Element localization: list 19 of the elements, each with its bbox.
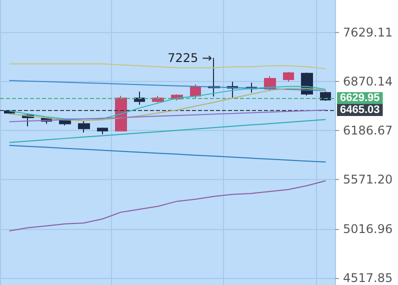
line-series bbox=[8, 180, 326, 232]
candlestick bbox=[320, 91, 331, 102]
line-series bbox=[8, 109, 326, 122]
ref-line-label: 6465.03 bbox=[340, 104, 380, 116]
y-tick-label: 5016.96 bbox=[343, 222, 393, 236]
y-tick-label: 6870.14 bbox=[343, 74, 393, 88]
y-tick-label: 7629.11 bbox=[343, 25, 393, 40]
line-series bbox=[8, 80, 326, 92]
candlestick bbox=[59, 120, 71, 126]
candlestick bbox=[283, 71, 294, 82]
annotation: 7225 → bbox=[168, 50, 212, 65]
line-series bbox=[8, 118, 326, 143]
y-tick-label: 4517.85 bbox=[343, 270, 393, 285]
candlestick bbox=[97, 127, 108, 135]
y-tick-label: 5571.20 bbox=[343, 172, 393, 187]
candlestick bbox=[78, 120, 90, 134]
ref-line-label: 6629.95 bbox=[340, 92, 380, 104]
y-tick-label: 6186.67 bbox=[343, 124, 393, 138]
line-series bbox=[8, 144, 326, 163]
